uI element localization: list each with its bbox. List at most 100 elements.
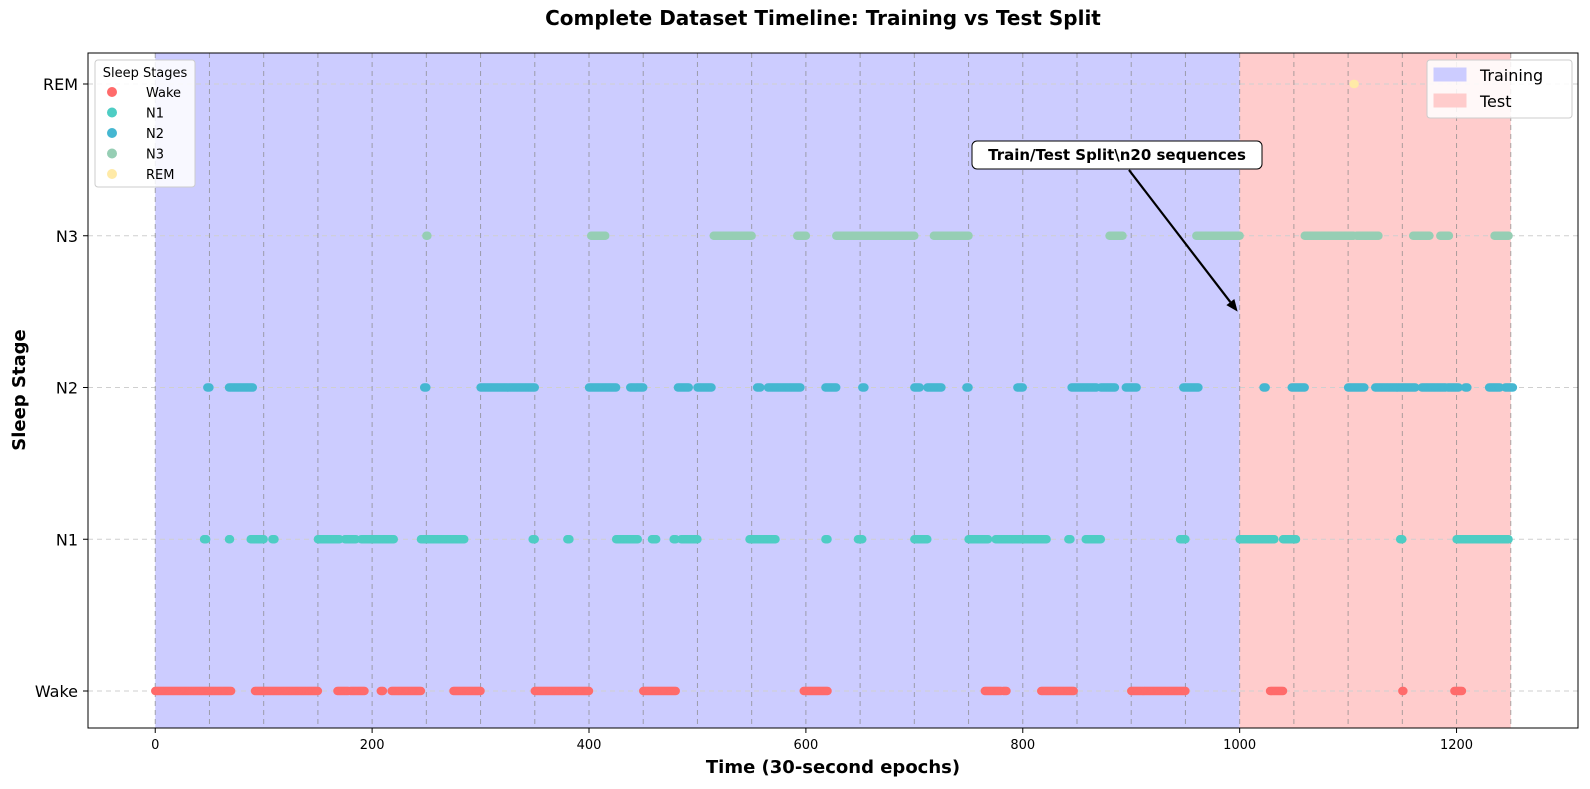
series-n3 [422, 231, 1513, 240]
x-axis-label: Time (30-second epochs) [706, 757, 960, 778]
point-n2 [915, 383, 924, 392]
point-n2 [1261, 383, 1270, 392]
point-wake [671, 686, 680, 696]
point-n3 [1444, 231, 1454, 240]
point-n1 [530, 535, 539, 544]
point-wake [378, 686, 388, 696]
series-wake [151, 686, 1467, 696]
points-layer [151, 79, 1518, 696]
y-axis-label: Sleep Stage [9, 329, 30, 451]
point-n2 [860, 383, 869, 392]
x-axis-ticks: 0 200 400 600 800 1000 1200 [151, 728, 1473, 753]
point-n2 [1508, 383, 1518, 392]
point-n2 [1018, 383, 1027, 392]
point-n3 [1425, 231, 1434, 240]
legend-sleep-stages: Sleep Stages Wake N1 N2 N3 REM [94, 59, 196, 188]
point-n1 [202, 535, 211, 544]
point-n2 [422, 383, 431, 392]
point-wake [1181, 686, 1190, 696]
point-wake [360, 686, 369, 696]
point-n1 [1096, 535, 1106, 544]
annotation-arrowhead [1226, 299, 1238, 312]
series-n2 [203, 383, 1518, 392]
point-n1 [1504, 535, 1513, 544]
legend-label-training: Training [1479, 66, 1543, 85]
point-n3 [1118, 231, 1127, 240]
plot-frame [87, 52, 1579, 729]
point-n3 [801, 231, 811, 240]
legend-marker-rem [107, 169, 117, 179]
x-tick-label: 1000 [1223, 738, 1256, 753]
point-rem [1350, 79, 1359, 89]
x-tick-label: 1200 [1440, 738, 1473, 753]
point-n1 [1042, 535, 1051, 544]
point-n2 [1194, 383, 1203, 392]
point-n3 [1374, 231, 1383, 240]
y-tick-label-wake: Wake [35, 682, 78, 701]
point-n2 [796, 383, 805, 392]
legend-swatch-test [1433, 93, 1467, 108]
legend-label-wake: Wake [146, 86, 181, 101]
point-n3 [1235, 231, 1244, 240]
point-n1 [771, 535, 780, 544]
point-n2 [611, 383, 621, 392]
point-n2 [205, 383, 214, 392]
point-n2 [530, 383, 539, 392]
point-n2 [707, 383, 716, 392]
legend-stages-frame [94, 59, 196, 188]
point-n1 [858, 535, 867, 544]
point-n3 [423, 231, 432, 240]
point-wake [1069, 686, 1078, 696]
point-n1 [1291, 535, 1301, 544]
point-n1 [652, 535, 661, 544]
legend-marker-n3 [107, 148, 117, 159]
point-wake [313, 686, 323, 696]
point-n3 [1504, 231, 1513, 240]
point-wake [1002, 686, 1011, 696]
x-tick-label: 400 [577, 738, 602, 753]
point-n2 [1454, 383, 1463, 392]
y-axis-ticks: Wake N1 N2 N3 REM [35, 75, 88, 701]
legend-label-n2: N2 [146, 127, 164, 142]
annotation-arrow [1128, 169, 1232, 303]
point-n3 [747, 231, 756, 240]
legend-stages-title: Sleep Stages [103, 66, 188, 81]
point-n2 [1300, 383, 1309, 392]
y-tick-label-n3: N3 [56, 227, 78, 246]
point-n2 [248, 383, 258, 392]
point-n2 [1411, 383, 1420, 392]
annotation-text: Train/Test Split\n20 sequences [988, 146, 1246, 164]
x-tick-label: 200 [360, 738, 385, 753]
y-tick-label-rem: REM [43, 75, 78, 94]
series-n1 [199, 535, 1513, 544]
point-n2 [832, 383, 841, 392]
point-n1 [1270, 535, 1279, 544]
point-n1 [923, 535, 932, 544]
point-n1 [983, 535, 993, 544]
point-wake [1278, 686, 1288, 696]
point-n1 [270, 535, 279, 544]
legend-label-n3: N3 [146, 148, 164, 163]
point-n1 [1398, 535, 1407, 544]
chart-title: Complete Dataset Timeline: Training vs T… [545, 6, 1101, 30]
legend-swatch-training [1433, 67, 1467, 82]
legend-regions: Training Test [1426, 59, 1573, 119]
point-n3 [910, 231, 919, 240]
point-wake [584, 686, 594, 696]
point-n2 [1463, 383, 1472, 392]
annotation-box [971, 140, 1263, 170]
point-n2 [964, 383, 973, 392]
legend-label-rem: REM [146, 168, 174, 183]
legend-marker-n2 [107, 128, 117, 138]
x-tick-label: 600 [793, 738, 818, 753]
point-n1 [389, 535, 399, 544]
series-rem [1349, 79, 1359, 89]
legend-marker-n1 [107, 107, 117, 118]
point-n1 [565, 535, 574, 544]
y-tick-label-n1: N1 [56, 530, 78, 549]
point-n2 [684, 383, 693, 392]
point-n1 [1066, 535, 1075, 544]
point-n1 [225, 535, 235, 544]
point-wake [226, 686, 236, 696]
